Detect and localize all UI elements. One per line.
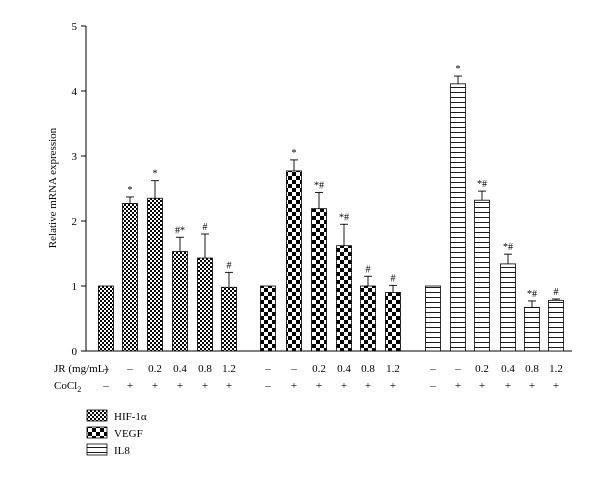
bar	[98, 285, 114, 352]
legend-swatch	[86, 443, 108, 456]
bar	[425, 285, 441, 352]
condition-row-label-text: CoCl	[54, 380, 77, 392]
condition-value: +	[455, 380, 461, 392]
condition-value: –	[429, 380, 436, 392]
legend-swatch	[86, 409, 108, 422]
significance-label: *#	[477, 179, 487, 190]
significance-label: *#	[503, 242, 513, 253]
y-tick-label: 2	[72, 216, 78, 228]
series-vegf: * *# *# # #	[260, 148, 401, 352]
condition-value: 1.2	[386, 363, 400, 375]
condition-value: –	[264, 363, 271, 375]
significance-label: *	[292, 148, 297, 159]
condition-value: 0.8	[361, 363, 375, 375]
series-hif-1-: * * #* # #	[98, 169, 237, 352]
significance-label: *#	[339, 212, 349, 223]
significance-label: #	[203, 222, 208, 233]
significance-label: *#	[314, 180, 324, 191]
condition-value: +	[316, 380, 322, 392]
legend-label: IL8	[114, 445, 130, 457]
bar	[197, 257, 213, 352]
condition-value: 0.4	[501, 363, 515, 375]
condition-value: 0.8	[525, 363, 539, 375]
condition-value: 0.2	[312, 363, 326, 375]
legend: HIF-1α VEGF IL8	[86, 409, 147, 457]
significance-label: *	[128, 185, 133, 196]
legend-item: HIF-1α	[86, 409, 147, 423]
bar	[147, 197, 163, 352]
y-tick-label: 4	[72, 86, 78, 98]
legend-label: HIF-1α	[114, 411, 147, 423]
condition-row-label: CoCl2	[54, 380, 81, 394]
significance-label: *	[153, 169, 158, 180]
condition-value: –	[102, 380, 109, 392]
bar	[122, 203, 138, 352]
bar	[260, 285, 276, 352]
bar	[221, 286, 237, 352]
legend-swatch	[86, 426, 108, 439]
y-axis-label: Relative mRNA expression	[47, 127, 59, 248]
condition-value: –	[126, 363, 133, 375]
condition-value: 0.8	[198, 363, 212, 375]
y-tick-label: 1	[72, 281, 78, 293]
condition-row-label-text: JR (mg/mL)	[54, 363, 108, 375]
series-il8: * *# *# *# #	[425, 64, 564, 352]
condition-value: +	[127, 380, 133, 392]
significance-label: #	[554, 287, 559, 298]
bar	[336, 245, 352, 352]
condition-value: –	[454, 363, 461, 375]
y-axis: 0 1 2 3 4 5	[72, 21, 572, 358]
condition-value: 0.4	[337, 363, 351, 375]
condition-value: 0.2	[148, 363, 162, 375]
bar	[385, 292, 401, 352]
y-tick-label: 5	[72, 21, 78, 33]
condition-value: +	[365, 380, 371, 392]
condition-value: 1.2	[549, 363, 563, 375]
bar	[548, 299, 564, 352]
condition-value: 1.2	[222, 363, 236, 375]
bar	[474, 199, 490, 352]
condition-row-label-subscript: 2	[77, 385, 81, 394]
condition-value: +	[341, 380, 347, 392]
legend-item: IL8	[86, 443, 130, 457]
significance-label: #	[366, 264, 371, 275]
bar	[524, 307, 540, 352]
legend-item: VEGF	[86, 426, 143, 440]
bars-layer: **#* ##**#*###**#*#*# #	[98, 64, 564, 352]
bar	[450, 83, 466, 352]
significance-label: #	[391, 273, 396, 284]
bar	[311, 208, 327, 352]
condition-row-label: JR (mg/mL)	[54, 363, 108, 375]
condition-value: –	[102, 363, 109, 375]
condition-value: +	[505, 380, 511, 392]
condition-value: +	[226, 380, 232, 392]
significance-label: *#	[527, 289, 537, 300]
condition-value: +	[479, 380, 485, 392]
y-tick-label: 3	[72, 151, 78, 163]
significance-label: #*	[175, 225, 185, 236]
condition-value: +	[529, 380, 535, 392]
y-tick-label: 0	[72, 346, 78, 358]
legend-label: VEGF	[114, 428, 143, 440]
condition-rows: JR (mg/mL)– –0.2 0.4 0.8 1.2– –0.2 0.4 0.8 1.2– –…	[54, 363, 563, 394]
condition-value: 0.4	[173, 363, 187, 375]
significance-label: #	[227, 260, 232, 271]
condition-value: –	[290, 363, 297, 375]
significance-label: *	[456, 64, 461, 75]
condition-value: +	[553, 380, 559, 392]
condition-value: +	[202, 380, 208, 392]
condition-value: +	[390, 380, 396, 392]
condition-value: –	[264, 380, 271, 392]
bar	[286, 170, 302, 352]
bar	[360, 285, 376, 352]
condition-value: +	[177, 380, 183, 392]
condition-value: +	[291, 380, 297, 392]
bar	[500, 263, 516, 352]
bar	[172, 251, 188, 352]
condition-value: 0.2	[475, 363, 489, 375]
condition-value: +	[152, 380, 158, 392]
condition-value: –	[429, 363, 436, 375]
